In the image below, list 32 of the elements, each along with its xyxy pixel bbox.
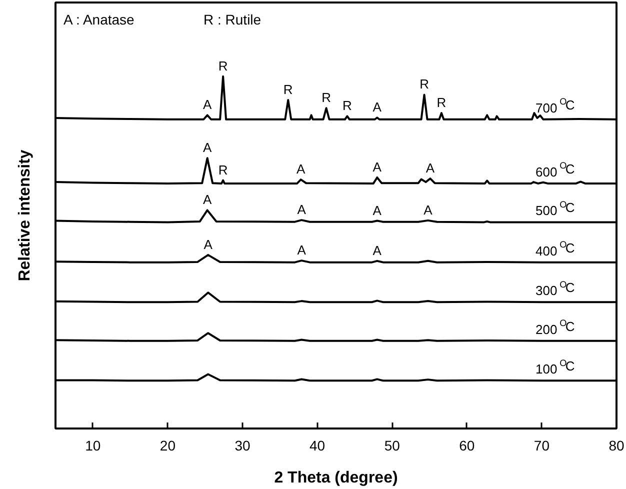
x-tick-label: 60 — [459, 438, 475, 454]
x-tick-label: 80 — [608, 438, 624, 454]
x-tick-label: 30 — [234, 438, 250, 454]
annotation: A — [297, 242, 306, 258]
annotation: A — [372, 202, 382, 218]
annotation: A — [204, 236, 213, 252]
annotation: A — [297, 202, 306, 218]
annotation: A — [424, 202, 433, 218]
annotation: A — [203, 97, 212, 112]
annotation: A — [372, 100, 382, 115]
annotation: A — [296, 162, 306, 177]
annotation: A — [372, 159, 382, 174]
annotation: R — [218, 58, 228, 74]
y-axis-title: Relative intensity — [16, 150, 34, 282]
annotation: R — [436, 95, 446, 110]
annotation: A — [203, 192, 212, 208]
annotation: A — [372, 242, 382, 258]
x-tick-label: 10 — [85, 438, 101, 454]
annotation: A — [426, 160, 435, 176]
x-axis-title: 2 Theta (degree) — [274, 470, 398, 486]
annotation: R — [342, 98, 352, 114]
annotation: R — [420, 76, 429, 92]
x-tick-label: 20 — [160, 438, 176, 454]
text: A : Anatase — [64, 12, 135, 28]
x-tick-label: 50 — [384, 438, 400, 454]
text: R : Rutile — [204, 12, 262, 28]
annotation: A — [203, 140, 212, 156]
x-tick-label: 70 — [534, 438, 550, 454]
annotation: R — [218, 162, 228, 178]
x-tick-label: 40 — [310, 438, 326, 454]
annotation: R — [283, 82, 293, 98]
annotation: R — [322, 90, 331, 106]
